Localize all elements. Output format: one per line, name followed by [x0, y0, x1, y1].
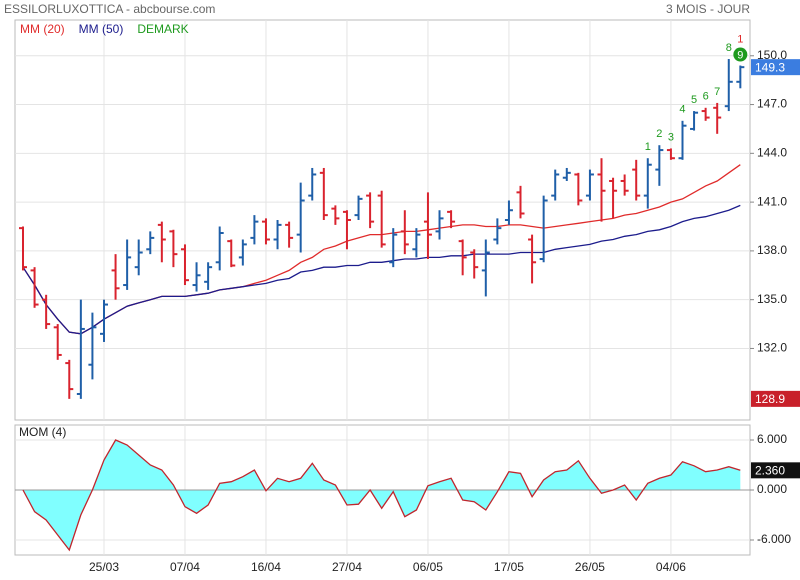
y-tick-label: 135.0	[757, 292, 787, 306]
y-tick-label: 144.0	[757, 146, 787, 160]
legend-entry: MM (50)	[79, 22, 124, 36]
last-marker	[751, 462, 800, 479]
x-tick-label: 27/04	[332, 560, 362, 574]
price-marker	[751, 390, 800, 407]
x-tick-label: 04/06	[656, 560, 686, 574]
last-marker-label: 2.360	[755, 464, 785, 478]
momentum-line	[22, 439, 741, 552]
x-tick-label: 07/04	[170, 560, 200, 574]
price-marker	[751, 59, 800, 76]
chart-title: ESSILORLUXOTTICA - abcbourse.com	[4, 2, 215, 16]
x-tick-label: 17/05	[494, 560, 524, 574]
demark-setup: 4	[679, 104, 685, 116]
y-tick-label: 150.0	[757, 48, 787, 62]
demark-setup: 6	[703, 91, 709, 103]
y-tick-label: 132.0	[757, 341, 787, 355]
demark-circle	[733, 47, 748, 62]
y-tick-label: 147.0	[757, 97, 787, 111]
price-marker-label: 128.9	[755, 392, 785, 406]
x-tick-label: 26/05	[575, 560, 605, 574]
x-tick-label: 25/03	[89, 560, 119, 574]
y-tick-label: 141.0	[757, 194, 787, 208]
demark-setup: 5	[691, 94, 697, 106]
price-panel	[14, 19, 751, 421]
price-marker-label: 149.3	[755, 60, 785, 74]
demark-setup: 2	[656, 128, 662, 140]
x-tick-label: 16/04	[251, 560, 281, 574]
demark-setup: 7	[714, 86, 720, 98]
momentum-area	[23, 440, 741, 550]
demark-countdown: 1	[737, 33, 743, 45]
panel-title: MOM (4)	[19, 425, 66, 439]
demark-setup: 9	[737, 49, 743, 61]
y-tick-label: 0.000	[757, 482, 787, 496]
moving-average	[22, 204, 741, 335]
y-tick-label: 6.000	[757, 432, 787, 446]
y-tick-label: -6.000	[757, 532, 791, 546]
y-tick-label: 138.0	[757, 243, 787, 257]
x-tick-label: 06/05	[413, 560, 443, 574]
legend-entry: MM (20)	[20, 22, 65, 36]
demark-setup: 8	[726, 42, 732, 54]
demark-setup: 3	[668, 131, 674, 143]
period: 3 MOIS - JOUR	[666, 2, 750, 16]
demark-setup: 1	[645, 141, 651, 153]
legend-entry: DEMARK	[137, 22, 188, 36]
